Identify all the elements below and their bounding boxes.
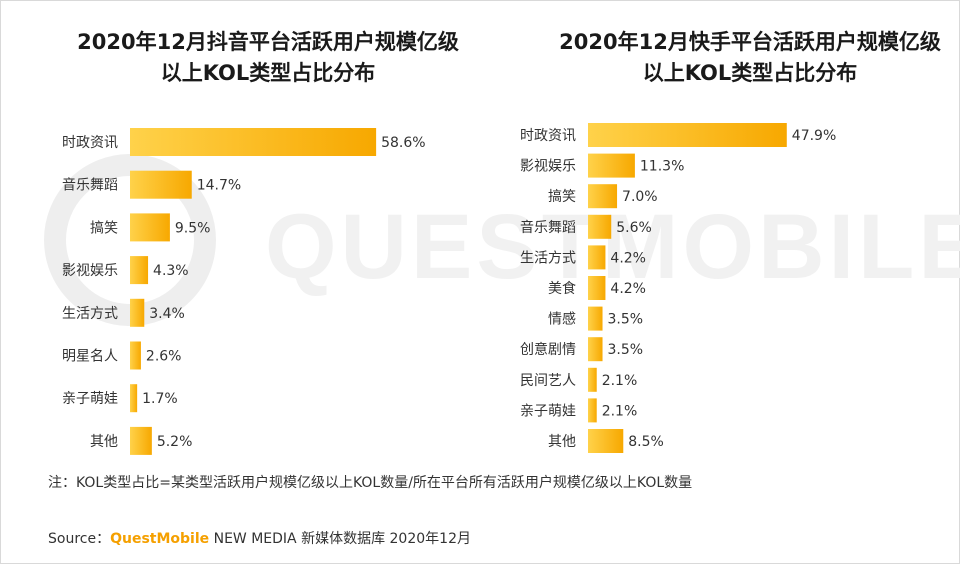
bar (588, 184, 618, 209)
value-label: 5.6% (616, 220, 652, 236)
bar (588, 276, 606, 300)
value-label: 3.5% (608, 312, 644, 328)
category-label: 亲子萌娃 (520, 403, 576, 419)
value-label: 4.2% (610, 281, 646, 297)
bar (588, 367, 597, 392)
category-label: 创意剧情 (520, 341, 576, 358)
category-label: 时政资讯 (62, 135, 118, 151)
bar (588, 153, 635, 178)
source-line: Source：QuestMobile NEW MEDIA 新媒体数据库 2020… (48, 528, 471, 548)
category-label: 时政资讯 (520, 128, 576, 144)
value-label: 2.6% (146, 349, 182, 365)
source-label: Source： (48, 531, 111, 547)
value-label: 1.7% (142, 391, 178, 407)
bar (588, 245, 606, 270)
category-label: 影视娱乐 (62, 263, 118, 279)
value-label: 2.1% (602, 373, 638, 389)
bar (588, 123, 787, 147)
category-label: 生活方式 (62, 306, 118, 322)
bar (588, 214, 612, 239)
chart-title-line1: 2020年12月快手平台活跃用户规模亿级 (559, 30, 941, 54)
category-label: 情感 (548, 311, 576, 328)
value-label: 4.2% (610, 250, 646, 266)
bar (130, 298, 145, 327)
source-brand: QuestMobile (110, 531, 210, 547)
value-label: 4.3% (153, 263, 189, 279)
value-label: 14.7% (197, 178, 241, 194)
category-label: 其他 (548, 434, 576, 450)
value-label: 3.4% (149, 306, 185, 322)
value-label: 9.5% (175, 220, 211, 236)
bar (130, 170, 192, 199)
value-label: 2.1% (602, 403, 638, 419)
bar (588, 306, 603, 331)
value-label: 7.0% (622, 189, 658, 205)
bar (588, 429, 624, 453)
chart-title-kuaishou: 2020年12月快手平台活跃用户规模亿级 以上KOL类型占比分布 (540, 27, 960, 89)
category-label: 其他 (90, 434, 118, 450)
chart-title-line2: 以上KOL类型占比分布 (160, 61, 376, 85)
category-label: 生活方式 (520, 250, 576, 266)
bar (130, 213, 170, 242)
category-label: 影视娱乐 (520, 159, 576, 175)
bar (130, 341, 141, 370)
category-label: 音乐舞蹈 (62, 177, 118, 194)
value-label: 58.6% (381, 135, 425, 151)
footnote: 注：KOL类型占比=某类型活跃用户规模亿级以上KOL数量/所在平台所有活跃用户规… (48, 475, 693, 491)
bar (130, 384, 138, 413)
bar (588, 337, 603, 362)
value-label: 11.3% (640, 159, 684, 175)
category-label: 民间艺人 (520, 373, 576, 389)
category-label: 明星名人 (62, 349, 118, 365)
bar (130, 426, 152, 455)
value-label: 5.2% (157, 434, 193, 450)
value-label: 3.5% (608, 342, 644, 358)
category-label: 搞笑 (90, 220, 118, 236)
category-label: 亲子萌娃 (62, 391, 118, 407)
bar (130, 256, 149, 285)
category-label: 搞笑 (548, 189, 576, 205)
category-label: 美食 (548, 280, 576, 297)
value-label: 8.5% (628, 434, 664, 450)
chart-title-line1: 2020年12月抖音平台活跃用户规模亿级 (77, 30, 459, 54)
category-label: 音乐舞蹈 (520, 219, 576, 236)
chart-title-douyin: 2020年12月抖音平台活跃用户规模亿级 以上KOL类型占比分布 (58, 27, 478, 89)
bar (588, 398, 597, 423)
value-label: 47.9% (792, 128, 836, 144)
source-rest: NEW MEDIA 新媒体数据库 2020年12月 (209, 531, 471, 547)
bar (130, 128, 377, 156)
chart-title-line2: 以上KOL类型占比分布 (642, 61, 858, 85)
